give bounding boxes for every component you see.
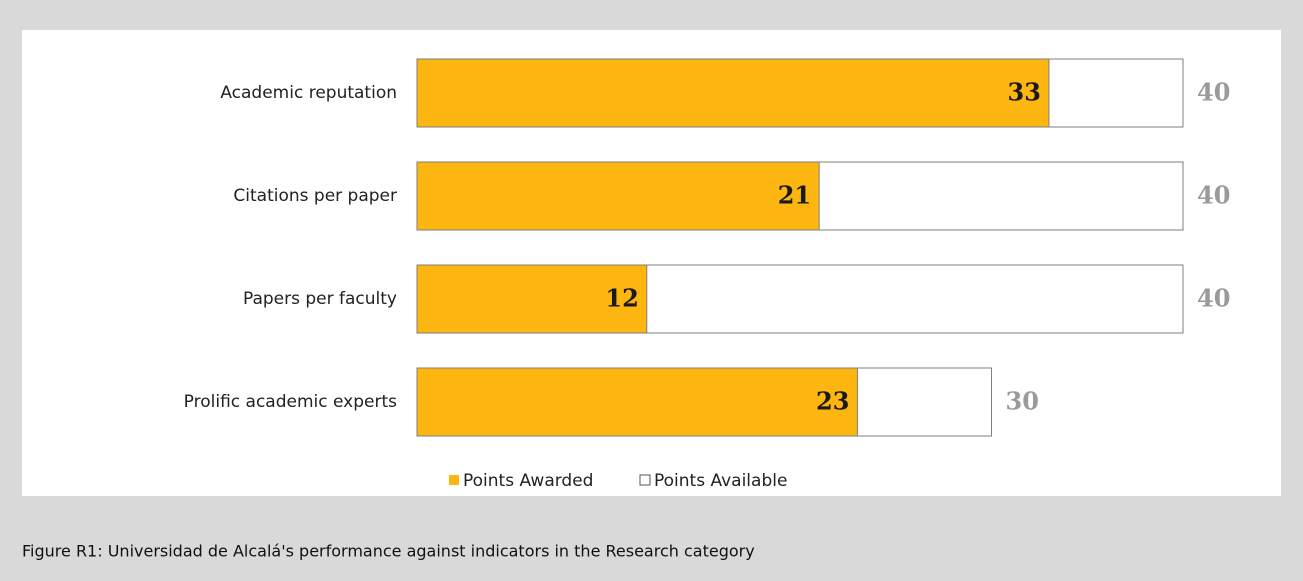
bar-awarded: [416, 264, 648, 334]
value-label: 33: [1008, 78, 1041, 107]
category-label: Papers per faculty: [243, 289, 397, 309]
value-label: 40: [1197, 284, 1230, 313]
category-label: Prolific academic experts: [184, 392, 397, 412]
value-label: 23: [816, 387, 849, 416]
bar-awarded: [416, 367, 858, 437]
value-label: 40: [1197, 181, 1230, 210]
legend-label: Points Available: [654, 471, 787, 491]
value-label: 21: [778, 181, 811, 210]
value-label: 30: [1006, 387, 1039, 416]
value-label: 40: [1197, 78, 1230, 107]
bar-awarded: [416, 58, 1050, 128]
category-label: Academic reputation: [220, 83, 397, 103]
legend-label: Points Awarded: [463, 471, 593, 491]
value-label: 12: [605, 284, 638, 313]
caption: Figure R1: Universidad de Alcalá's perfo…: [22, 542, 755, 561]
bar-awarded: [416, 161, 820, 231]
category-label: Citations per paper: [233, 186, 397, 206]
legend-swatch: [639, 474, 651, 486]
legend-swatch: [449, 475, 459, 485]
